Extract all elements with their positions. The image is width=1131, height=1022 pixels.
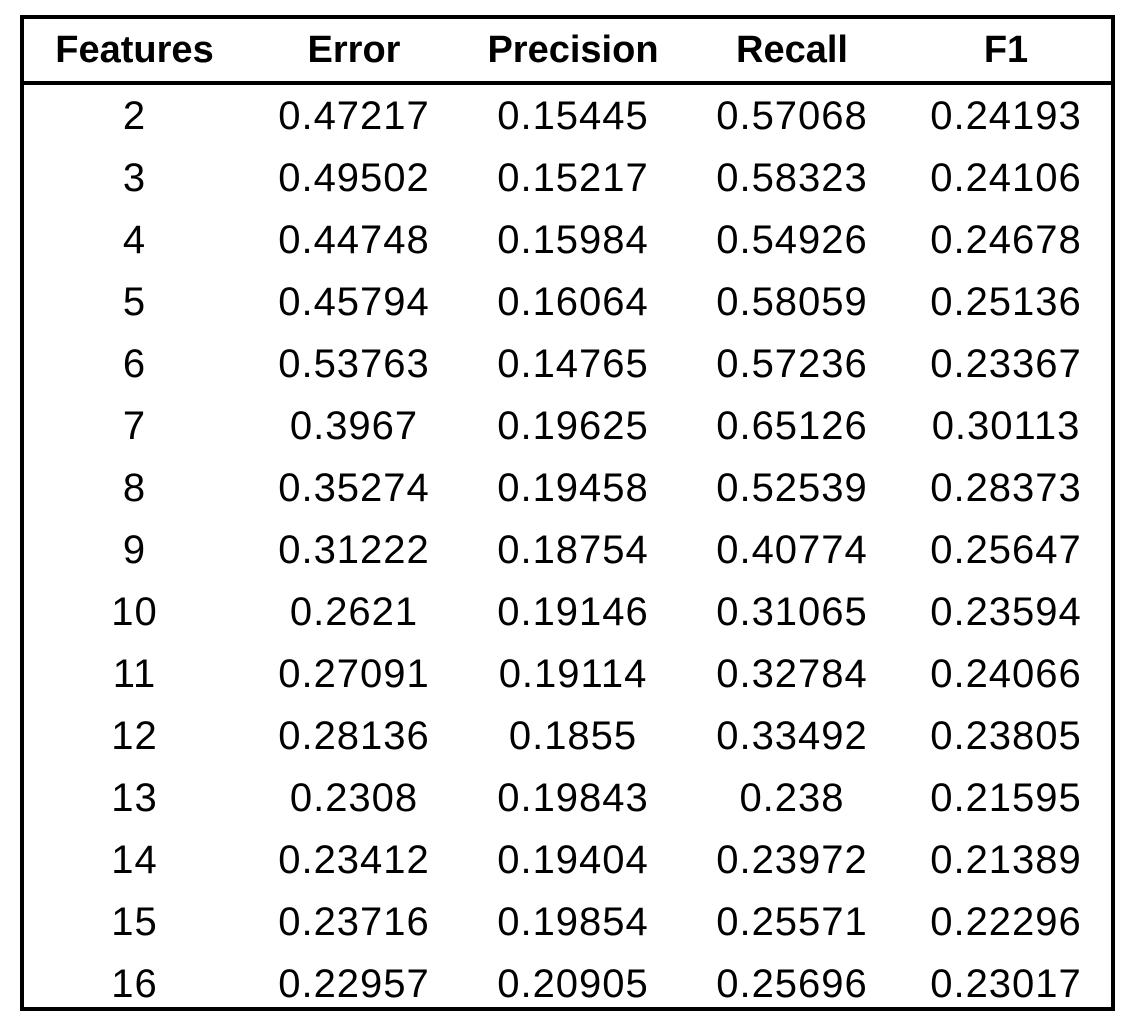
table-row: 5 0.45794 0.16064 0.58059 0.25136 [24, 271, 1111, 333]
table-row: 6 0.53763 0.14765 0.57236 0.23367 [24, 333, 1111, 395]
cell-recall: 0.40774 [716, 527, 868, 572]
cell-features: 10 [111, 589, 158, 634]
results-table-frame: Features Error Precision Recall F1 2 0.47… [20, 15, 1115, 1011]
cell-precision: 0.19854 [497, 899, 649, 944]
cell-f1: 0.21595 [930, 775, 1082, 820]
cell-features: 16 [111, 961, 158, 1006]
cell-f1: 0.23805 [930, 713, 1082, 758]
cell-recall: 0.54926 [716, 217, 868, 262]
cell-features: 3 [122, 155, 147, 200]
cell-error: 0.22957 [278, 961, 430, 1006]
cell-features: 13 [111, 775, 158, 820]
cell-f1: 0.23594 [930, 589, 1082, 634]
cell-precision: 0.15217 [497, 155, 649, 200]
table-row: 2 0.47217 0.15445 0.57068 0.24193 [24, 83, 1111, 147]
table-row: 16 0.22957 0.20905 0.25696 0.23017 [24, 953, 1111, 1015]
cell-error: 0.31222 [278, 527, 430, 572]
cell-f1: 0.25136 [930, 279, 1082, 324]
cell-error: 0.49502 [278, 155, 430, 200]
table-row: 8 0.35274 0.19458 0.52539 0.28373 [24, 457, 1111, 519]
table-row: 9 0.31222 0.18754 0.40774 0.25647 [24, 519, 1111, 581]
cell-f1: 0.30113 [931, 403, 1081, 448]
cell-features: 7 [122, 403, 147, 448]
cell-recall: 0.58323 [716, 155, 868, 200]
cell-features: 6 [122, 341, 147, 386]
table-row: 7 0.3967 0.19625 0.65126 0.30113 [24, 395, 1111, 457]
cell-precision: 0.19114 [498, 651, 648, 696]
cell-f1: 0.24193 [930, 93, 1082, 138]
header-precision: Precision [463, 19, 683, 85]
table-body: 2 0.47217 0.15445 0.57068 0.24193 3 0.49502 0.1… [24, 83, 1111, 1015]
table-row: 12 0.28136 0.1855 0.33492 0.23805 [24, 705, 1111, 767]
cell-precision: 0.15445 [497, 93, 649, 138]
cell-error: 0.27091 [278, 651, 430, 696]
cell-f1: 0.21389 [930, 837, 1082, 882]
cell-recall: 0.33492 [716, 713, 868, 758]
cell-features: 15 [111, 899, 158, 944]
cell-precision: 0.19404 [497, 837, 649, 882]
results-table: Features Error Precision Recall F1 2 0.47… [24, 19, 1111, 1015]
table-row: 11 0.27091 0.19114 0.32784 0.24066 [24, 643, 1111, 705]
cell-precision: 0.19458 [497, 465, 649, 510]
cell-precision: 0.1855 [508, 713, 638, 758]
cell-recall: 0.57236 [716, 341, 868, 386]
cell-precision: 0.14765 [497, 341, 649, 386]
cell-f1: 0.24678 [930, 217, 1082, 262]
cell-recall: 0.238 [739, 775, 845, 820]
cell-recall: 0.32784 [716, 651, 868, 696]
cell-recall: 0.31065 [716, 589, 868, 634]
cell-f1: 0.23017 [930, 961, 1082, 1006]
cell-recall: 0.25696 [716, 961, 868, 1006]
cell-recall: 0.58059 [716, 279, 868, 324]
cell-features: 8 [122, 465, 147, 510]
header-row: Features Error Precision Recall F1 [24, 19, 1111, 85]
cell-error: 0.47217 [278, 93, 430, 138]
cell-precision: 0.19625 [497, 403, 649, 448]
cell-error: 0.44748 [278, 217, 430, 262]
cell-f1: 0.22296 [930, 899, 1082, 944]
cell-error: 0.23716 [278, 899, 430, 944]
cell-f1: 0.25647 [930, 527, 1082, 572]
cell-precision: 0.16064 [497, 279, 649, 324]
cell-error: 0.2621 [289, 589, 419, 634]
table-row: 13 0.2308 0.19843 0.238 0.21595 [24, 767, 1111, 829]
header-error: Error [245, 19, 463, 85]
cell-f1: 0.24066 [930, 651, 1082, 696]
cell-recall: 0.23972 [716, 837, 868, 882]
cell-features: 2 [122, 93, 147, 138]
cell-features: 9 [122, 527, 147, 572]
cell-error: 0.53763 [278, 341, 430, 386]
cell-recall: 0.25571 [716, 899, 868, 944]
cell-recall: 0.57068 [716, 93, 868, 138]
cell-features: 5 [122, 279, 147, 324]
cell-features: 4 [122, 217, 147, 262]
cell-f1: 0.28373 [930, 465, 1082, 510]
cell-error: 0.23412 [278, 837, 430, 882]
cell-features: 12 [111, 713, 158, 758]
cell-precision: 0.20905 [497, 961, 649, 1006]
table-row: 3 0.49502 0.15217 0.58323 0.24106 [24, 147, 1111, 209]
cell-f1: 0.24106 [930, 155, 1082, 200]
table-row: 14 0.23412 0.19404 0.23972 0.21389 [24, 829, 1111, 891]
table-row: 10 0.2621 0.19146 0.31065 0.23594 [24, 581, 1111, 643]
cell-error: 0.45794 [278, 279, 430, 324]
cell-recall: 0.52539 [716, 465, 868, 510]
cell-features: 11 [112, 651, 157, 696]
cell-recall: 0.65126 [716, 403, 868, 448]
header-features: Features [24, 19, 245, 85]
cell-error: 0.3967 [289, 403, 419, 448]
cell-error: 0.28136 [278, 713, 430, 758]
header-f1: F1 [901, 19, 1111, 85]
cell-error: 0.2308 [289, 775, 419, 820]
table-row: 15 0.23716 0.19854 0.25571 0.22296 [24, 891, 1111, 953]
cell-f1: 0.23367 [930, 341, 1082, 386]
cell-precision: 0.19843 [497, 775, 649, 820]
table-row: 4 0.44748 0.15984 0.54926 0.24678 [24, 209, 1111, 271]
header-recall: Recall [683, 19, 901, 85]
cell-precision: 0.18754 [497, 527, 649, 572]
cell-precision: 0.15984 [497, 217, 649, 262]
cell-features: 14 [111, 837, 158, 882]
cell-error: 0.35274 [278, 465, 430, 510]
cell-precision: 0.19146 [497, 589, 649, 634]
